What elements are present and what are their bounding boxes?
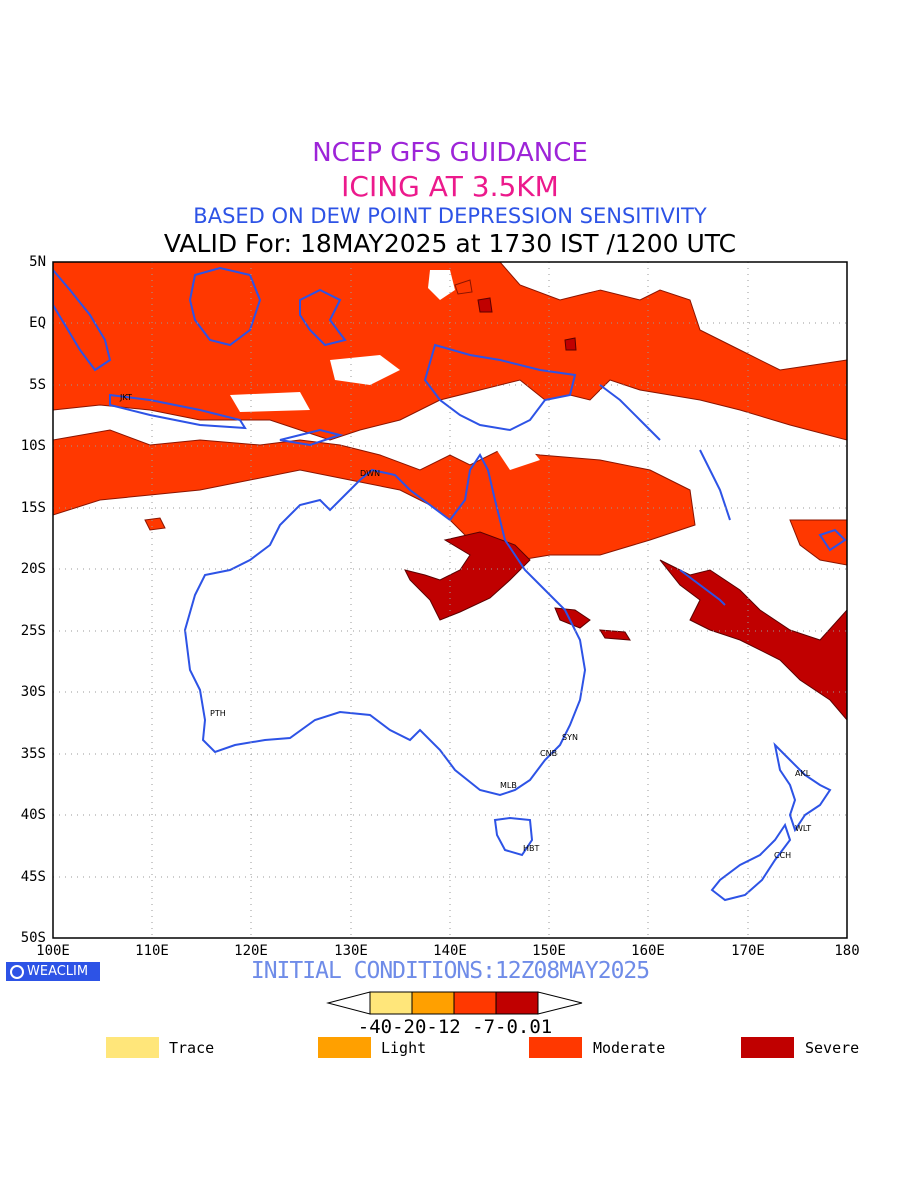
new-zealand-south-coastline: [710, 822, 792, 902]
timor-coastline: [279, 428, 344, 447]
legend-swatch-moderate: [529, 1037, 582, 1058]
severe-icing-areas: [404, 297, 847, 721]
sumatra-coastline: [53, 268, 112, 372]
title-method: BASED ON DEW POINT DEPRESSION SENSITIVIT…: [193, 204, 707, 228]
title-valid-time: VALID For: 18MAY2025 at 1730 IST /1200 U…: [163, 229, 737, 258]
new-caledonia-coastline: [679, 569, 726, 606]
city-label-wlt: WLT: [795, 824, 811, 833]
title-model: NCEP GFS GUIDANCE: [312, 138, 588, 168]
legend-swatch-light: [318, 1037, 371, 1058]
lat-label: 45S: [20, 869, 46, 885]
lat-label: 35S: [20, 746, 46, 762]
lon-label: 130E: [334, 943, 368, 959]
legend-label-trace: Trace: [169, 1039, 215, 1057]
title-product: ICING AT 3.5KM: [341, 170, 559, 203]
city-label-jkt: JKT: [119, 393, 132, 402]
logo-text: WEACLIM: [27, 964, 89, 979]
new-guinea-coastline: [423, 343, 577, 432]
fiji-coastline: [818, 528, 847, 552]
copyright-icon: [10, 964, 24, 979]
lon-label: 110E: [135, 943, 169, 959]
city-label-akl: AKL: [795, 769, 811, 778]
city-label-syn: SYN: [562, 733, 578, 742]
solomon-islands-coastline: [599, 384, 661, 441]
legend-swatch-trace: [106, 1037, 159, 1058]
city-label-dwn: DWN: [360, 469, 380, 478]
weaclim-logo: WEACLIM: [6, 962, 100, 981]
java-coastline: [109, 393, 247, 430]
lon-label: 150E: [532, 943, 566, 959]
lon-label: 160E: [631, 943, 665, 959]
legend-label-moderate: Moderate: [593, 1039, 666, 1057]
city-label-pth: PTH: [210, 709, 226, 718]
city-label-hbt: HBT: [523, 844, 540, 853]
australia-coastline: [183, 453, 587, 797]
lat-label: 25S: [20, 623, 46, 639]
city-label-cnb: CNB: [540, 749, 557, 758]
lat-label: 40S: [20, 807, 46, 823]
lat-label: EQ: [29, 315, 46, 331]
lat-label: 50S: [20, 930, 46, 946]
lon-label: 170E: [731, 943, 765, 959]
legend-label-severe: Severe: [805, 1039, 860, 1057]
map-frame: [52, 261, 848, 939]
sulawesi-coastline: [299, 288, 347, 347]
city-labels: JKT DWN PTH SYN CNB MLB HBT AKL WLT CCH: [119, 393, 811, 860]
tasmania-coastline: [493, 816, 534, 857]
city-label-cch: CCH: [774, 851, 791, 860]
lon-label: 100E: [36, 943, 70, 959]
new-zealand-north-coastline: [773, 741, 832, 833]
lat-label: 5N: [29, 254, 46, 270]
vanuatu-coastline: [699, 449, 731, 521]
borneo-coastline: [188, 266, 262, 347]
lon-label: 180: [834, 943, 860, 959]
lon-label: 140E: [433, 943, 467, 959]
lat-label: 30S: [20, 684, 46, 700]
lat-label: 20S: [20, 561, 46, 577]
colorbar-labels: -40-20-12 -7-0.01: [357, 1016, 553, 1038]
legend-label-light: Light: [381, 1039, 427, 1057]
initial-conditions: INITIAL CONDITIONS:12Z08MAY2025: [250, 958, 650, 984]
legend-swatch-severe: [741, 1037, 794, 1058]
lat-label: 15S: [20, 500, 46, 516]
lat-lon-grid: [53, 262, 847, 938]
lat-label: 5S: [29, 377, 46, 393]
coastlines: [53, 266, 847, 902]
lat-label: 10S: [20, 438, 46, 454]
clear-gaps: [230, 268, 650, 470]
city-label-mlb: MLB: [500, 781, 517, 790]
lon-label: 120E: [234, 943, 268, 959]
